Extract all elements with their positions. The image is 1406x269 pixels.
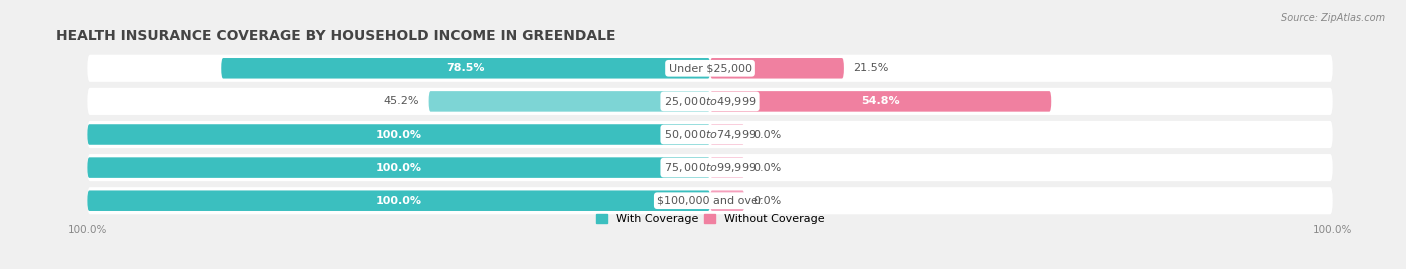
FancyBboxPatch shape <box>87 190 710 211</box>
FancyBboxPatch shape <box>710 58 844 79</box>
FancyBboxPatch shape <box>710 190 744 211</box>
FancyBboxPatch shape <box>87 157 710 178</box>
Text: HEALTH INSURANCE COVERAGE BY HOUSEHOLD INCOME IN GREENDALE: HEALTH INSURANCE COVERAGE BY HOUSEHOLD I… <box>56 29 616 43</box>
Text: 0.0%: 0.0% <box>754 129 782 140</box>
Text: 45.2%: 45.2% <box>384 96 419 107</box>
Text: 100.0%: 100.0% <box>375 196 422 206</box>
Text: 21.5%: 21.5% <box>853 63 889 73</box>
FancyBboxPatch shape <box>87 55 1333 82</box>
FancyBboxPatch shape <box>87 187 1333 214</box>
Text: $75,000 to $99,999: $75,000 to $99,999 <box>664 161 756 174</box>
FancyBboxPatch shape <box>221 58 710 79</box>
Text: 100.0%: 100.0% <box>375 162 422 173</box>
Text: $100,000 and over: $100,000 and over <box>657 196 763 206</box>
FancyBboxPatch shape <box>87 121 1333 148</box>
FancyBboxPatch shape <box>429 91 710 112</box>
FancyBboxPatch shape <box>710 157 744 178</box>
FancyBboxPatch shape <box>710 124 744 145</box>
Text: 100.0%: 100.0% <box>375 129 422 140</box>
Text: Source: ZipAtlas.com: Source: ZipAtlas.com <box>1281 13 1385 23</box>
Text: 0.0%: 0.0% <box>754 196 782 206</box>
Text: Under $25,000: Under $25,000 <box>668 63 752 73</box>
Text: 54.8%: 54.8% <box>862 96 900 107</box>
Legend: With Coverage, Without Coverage: With Coverage, Without Coverage <box>592 210 828 229</box>
FancyBboxPatch shape <box>710 91 1052 112</box>
Text: $50,000 to $74,999: $50,000 to $74,999 <box>664 128 756 141</box>
Text: $25,000 to $49,999: $25,000 to $49,999 <box>664 95 756 108</box>
Text: 78.5%: 78.5% <box>446 63 485 73</box>
FancyBboxPatch shape <box>87 124 710 145</box>
Text: 0.0%: 0.0% <box>754 162 782 173</box>
FancyBboxPatch shape <box>87 154 1333 181</box>
FancyBboxPatch shape <box>87 88 1333 115</box>
